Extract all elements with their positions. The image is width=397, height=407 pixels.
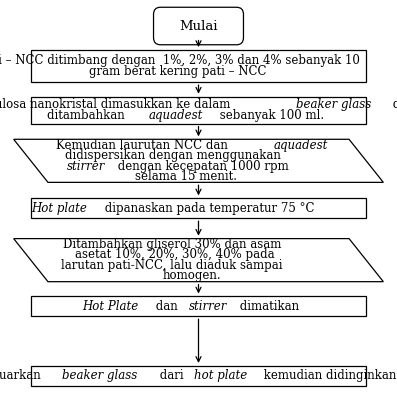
Text: dari: dari xyxy=(156,369,187,382)
Polygon shape xyxy=(13,139,384,182)
Bar xyxy=(31,50,366,82)
Bar xyxy=(31,96,366,124)
Text: aquadest: aquadest xyxy=(148,109,203,122)
Text: Selulosa nanokristal dimasukkan ke dalam: Selulosa nanokristal dimasukkan ke dalam xyxy=(0,98,234,112)
Text: gram berat kering pati – NCC: gram berat kering pati – NCC xyxy=(89,65,266,78)
Text: beaker glass: beaker glass xyxy=(62,369,138,382)
Text: Ditambahkan gliserol 30% dan asam: Ditambahkan gliserol 30% dan asam xyxy=(63,238,281,251)
Text: ditambahkan: ditambahkan xyxy=(47,109,129,122)
Text: stirrer: stirrer xyxy=(189,300,227,313)
Bar xyxy=(31,296,366,316)
Bar xyxy=(31,198,366,218)
FancyBboxPatch shape xyxy=(154,7,243,45)
Text: asetat 10%, 20%, 30%, 40% pada: asetat 10%, 20%, 30%, 40% pada xyxy=(75,248,274,261)
Text: dimatikan: dimatikan xyxy=(236,300,299,313)
Text: Kemudian laurutan NCC dan: Kemudian laurutan NCC dan xyxy=(56,139,232,152)
Text: dipanaskan pada temperatur 75 °C: dipanaskan pada temperatur 75 °C xyxy=(101,202,314,215)
Text: Hot plate: Hot plate xyxy=(32,202,87,215)
Text: dan: dan xyxy=(389,98,397,112)
Polygon shape xyxy=(13,239,384,282)
Text: Hot Plate: Hot Plate xyxy=(83,300,139,313)
Text: homogen.: homogen. xyxy=(162,269,221,282)
Text: Mulai: Mulai xyxy=(179,20,218,33)
Text: aquadest: aquadest xyxy=(274,139,328,152)
Text: Dikeluarkan: Dikeluarkan xyxy=(0,369,44,382)
Bar xyxy=(31,366,366,386)
Text: larutan pati-NCC, lalu diaduk sampai: larutan pati-NCC, lalu diaduk sampai xyxy=(61,259,283,272)
Text: didispersikan dengan menggunakan: didispersikan dengan menggunakan xyxy=(65,149,281,162)
Text: sebanyak 100 ml.: sebanyak 100 ml. xyxy=(216,109,324,122)
Text: hot plate: hot plate xyxy=(195,369,248,382)
Text: Massa pati – NCC ditimbang dengan  1%, 2%, 3% dan 4% sebanyak 10: Massa pati – NCC ditimbang dengan 1%, 2%… xyxy=(0,54,359,67)
Text: stirrer: stirrer xyxy=(67,160,105,173)
Text: beaker glass: beaker glass xyxy=(296,98,371,112)
Text: kemudian didinginkan: kemudian didinginkan xyxy=(260,369,397,382)
Text: dan: dan xyxy=(152,300,182,313)
Text: selama 15 menit.: selama 15 menit. xyxy=(135,170,237,183)
Text: dengan kecepatan 1000 rpm: dengan kecepatan 1000 rpm xyxy=(114,160,289,173)
